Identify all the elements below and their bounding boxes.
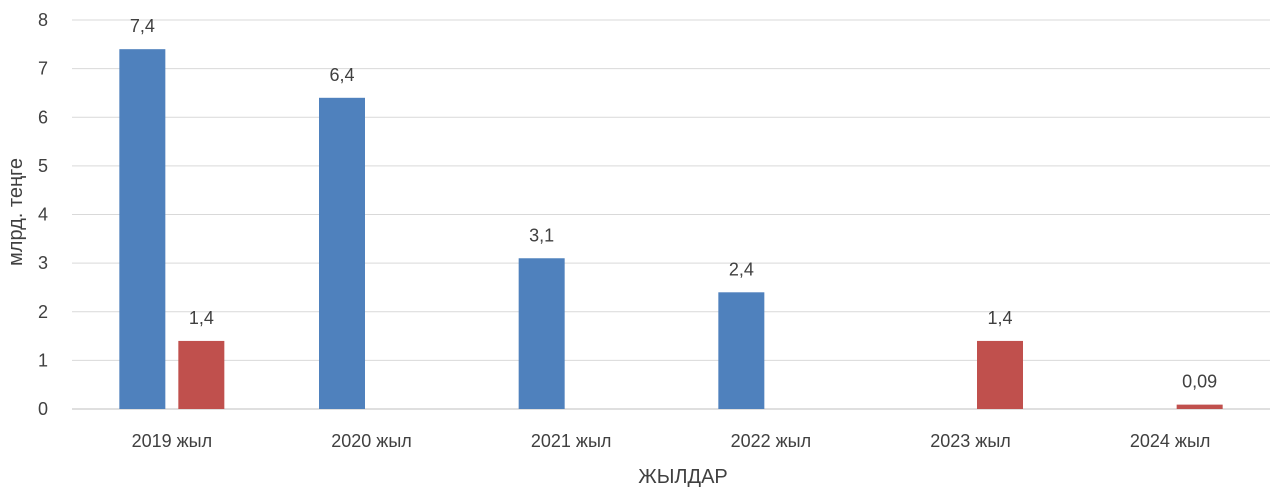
y-tick-label: 4 [38, 205, 48, 225]
y-tick-label: 6 [38, 107, 48, 127]
bar [1176, 404, 1223, 409]
x-tick-label: 2023 жыл [930, 431, 1011, 451]
bar [119, 49, 166, 410]
data-label: 2,4 [729, 259, 754, 279]
data-label: 3,1 [529, 225, 554, 245]
bar [977, 340, 1023, 409]
y-tick-label: 3 [38, 253, 48, 273]
y-tick-label: 1 [38, 350, 48, 370]
data-label: 7,4 [130, 16, 155, 36]
bar [319, 97, 365, 410]
x-tick-label: 2019 жыл [132, 431, 213, 451]
y-tick-label: 0 [38, 399, 48, 419]
data-label: 1,4 [987, 308, 1012, 328]
data-labels: 7,4 1,4 6,4 3,1 2,4 1,4 0,09 [130, 16, 1217, 391]
x-tick-label: 2024 жыл [1130, 431, 1211, 451]
y-axis-title: млрд. теңге [5, 158, 27, 266]
x-tick-label: 2022 жыл [731, 431, 812, 451]
bars [119, 49, 1223, 410]
y-axis-ticks: 0 1 2 3 4 5 6 7 8 [38, 10, 48, 419]
bar [718, 292, 765, 409]
x-axis-ticks: 2019 жыл 2020 жыл 2021 жыл 2022 жыл 2023 жыл… [132, 431, 1211, 451]
bar [518, 258, 565, 409]
bar [178, 340, 225, 409]
data-label: 0,09 [1182, 372, 1217, 392]
y-tick-label: 2 [38, 302, 48, 322]
x-tick-label: 2021 жыл [531, 431, 612, 451]
y-tick-label: 5 [38, 156, 48, 176]
y-tick-label: 7 [38, 59, 48, 79]
y-tick-label: 8 [38, 10, 48, 30]
x-tick-label: 2020 жыл [331, 431, 412, 451]
data-label: 6,4 [329, 65, 354, 85]
gridlines [72, 19, 1270, 410]
x-axis-title: ЖЫЛДАР [638, 466, 728, 488]
data-label: 1,4 [189, 308, 214, 328]
